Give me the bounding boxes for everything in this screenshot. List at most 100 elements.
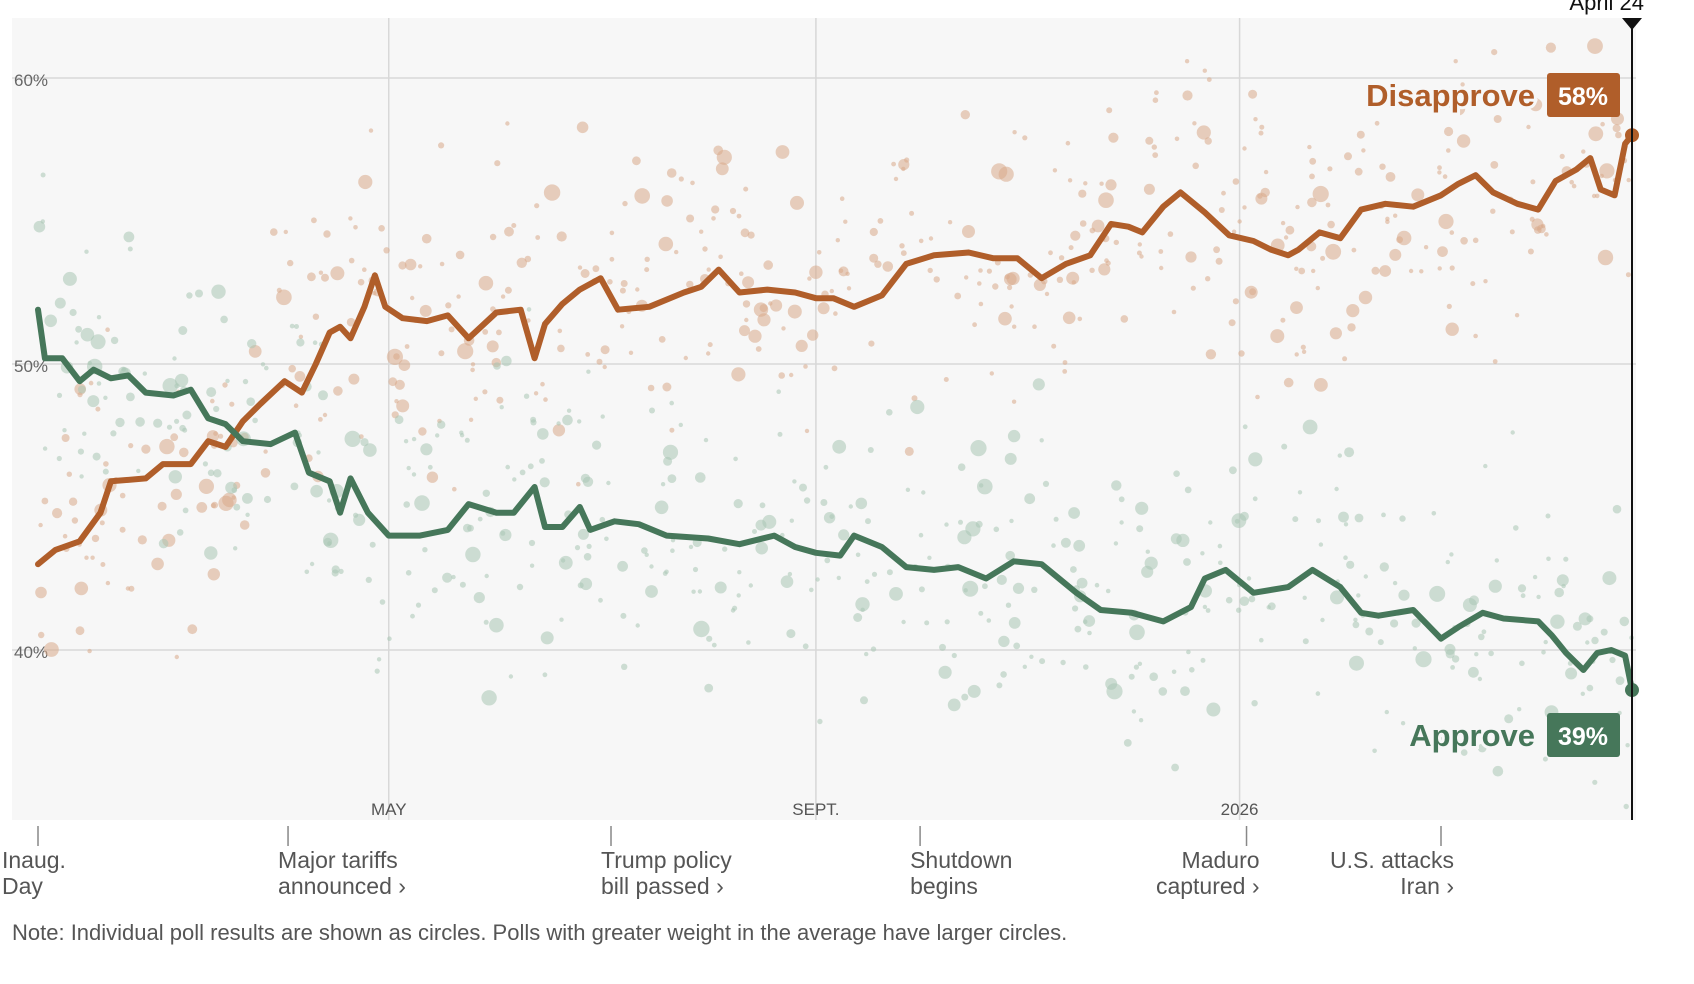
poll-dot bbox=[439, 261, 445, 267]
poll-dot bbox=[1545, 42, 1556, 53]
poll-dot bbox=[386, 348, 403, 365]
poll-dot bbox=[609, 256, 615, 262]
poll-dot bbox=[415, 602, 422, 608]
poll-dot bbox=[1206, 702, 1221, 717]
poll-dot bbox=[748, 583, 753, 588]
poll-dot bbox=[558, 555, 573, 570]
poll-dot bbox=[829, 514, 835, 519]
poll-dot bbox=[804, 428, 810, 434]
poll-dot bbox=[264, 365, 269, 371]
poll-dot bbox=[577, 528, 589, 540]
poll-dot bbox=[566, 408, 572, 413]
poll-dot bbox=[1189, 667, 1195, 673]
poll-dot bbox=[33, 220, 46, 233]
poll-dot bbox=[1520, 735, 1525, 740]
poll-dot bbox=[838, 266, 849, 277]
poll-dot bbox=[1145, 549, 1151, 554]
poll-dot bbox=[418, 427, 427, 436]
poll-dot bbox=[1106, 683, 1123, 700]
poll-dot bbox=[757, 313, 771, 327]
poll-dot bbox=[100, 562, 106, 567]
poll-dot bbox=[1078, 189, 1087, 198]
poll-dot bbox=[552, 424, 566, 437]
poll-dot bbox=[1474, 652, 1479, 657]
poll-dot bbox=[1411, 188, 1425, 202]
poll-dot bbox=[1032, 378, 1045, 391]
poll-dot bbox=[1056, 276, 1064, 283]
poll-dot bbox=[318, 390, 328, 401]
poll-dot bbox=[1602, 571, 1617, 586]
poll-dot bbox=[35, 586, 47, 599]
poll-dot bbox=[998, 635, 1010, 648]
poll-dot bbox=[1008, 617, 1021, 629]
poll-dot bbox=[853, 613, 863, 622]
poll-dot bbox=[1294, 352, 1299, 357]
poll-dot bbox=[869, 253, 879, 263]
poll-dot bbox=[622, 200, 628, 207]
poll-dot bbox=[178, 326, 188, 335]
poll-dot bbox=[1011, 399, 1017, 404]
poll-dot bbox=[1270, 329, 1285, 344]
poll-dot bbox=[874, 260, 882, 268]
poll-dot bbox=[1007, 429, 1021, 443]
poll-dot bbox=[174, 654, 179, 660]
poll-dot bbox=[102, 468, 109, 475]
poll-dot bbox=[893, 176, 899, 182]
poll-dot bbox=[1415, 651, 1432, 668]
y-tick-label: 50% bbox=[14, 357, 48, 376]
poll-dot bbox=[1184, 486, 1192, 494]
poll-dot bbox=[1343, 522, 1349, 527]
poll-dot bbox=[1625, 743, 1630, 748]
poll-dot bbox=[210, 398, 215, 404]
poll-dot bbox=[678, 176, 684, 182]
poll-dot bbox=[954, 292, 962, 300]
poll-dot bbox=[1363, 574, 1369, 579]
poll-dot bbox=[398, 359, 411, 372]
poll-dot bbox=[733, 499, 743, 509]
poll-dot bbox=[755, 541, 768, 555]
poll-dot bbox=[786, 629, 796, 639]
poll-dot bbox=[505, 464, 511, 470]
poll-dot bbox=[1300, 344, 1306, 350]
poll-dot bbox=[1281, 443, 1288, 450]
poll-dot bbox=[218, 433, 224, 439]
poll-dot bbox=[647, 384, 655, 392]
poll-dot bbox=[420, 443, 433, 456]
poll-dot bbox=[886, 569, 893, 576]
poll-dot bbox=[80, 327, 95, 342]
poll-dot bbox=[403, 501, 411, 508]
poll-dot bbox=[702, 246, 708, 252]
poll-dot bbox=[463, 523, 472, 533]
poll-dot bbox=[283, 229, 288, 235]
poll-dot bbox=[1314, 378, 1328, 392]
poll-dot bbox=[456, 294, 461, 299]
y-tick-label: 40% bbox=[14, 643, 48, 662]
poll-dot bbox=[669, 427, 675, 433]
poll-dot bbox=[979, 483, 984, 488]
poll-dot bbox=[68, 497, 78, 506]
poll-dot bbox=[692, 566, 699, 573]
poll-dot bbox=[1259, 637, 1264, 643]
poll-dot bbox=[577, 582, 584, 589]
poll-dot bbox=[204, 546, 218, 560]
poll-dot bbox=[1546, 556, 1551, 562]
poll-dot bbox=[1453, 59, 1458, 64]
poll-dot bbox=[1437, 165, 1442, 171]
poll-dot bbox=[398, 261, 407, 270]
x-tick-label: SEPT. bbox=[792, 800, 839, 819]
poll-dot bbox=[607, 279, 613, 285]
poll-dot bbox=[1295, 204, 1300, 210]
poll-dot bbox=[1450, 665, 1455, 670]
poll-dot bbox=[1437, 246, 1448, 257]
poll-dot bbox=[110, 430, 117, 437]
poll-dot bbox=[619, 287, 626, 294]
poll-dot bbox=[526, 318, 531, 323]
poll-dot bbox=[1309, 173, 1315, 180]
poll-dot bbox=[1280, 220, 1286, 226]
poll-dot bbox=[1586, 684, 1594, 692]
poll-dot bbox=[817, 302, 830, 315]
poll-dot bbox=[606, 480, 611, 486]
poll-dot bbox=[1066, 271, 1080, 285]
poll-dot bbox=[207, 469, 215, 477]
